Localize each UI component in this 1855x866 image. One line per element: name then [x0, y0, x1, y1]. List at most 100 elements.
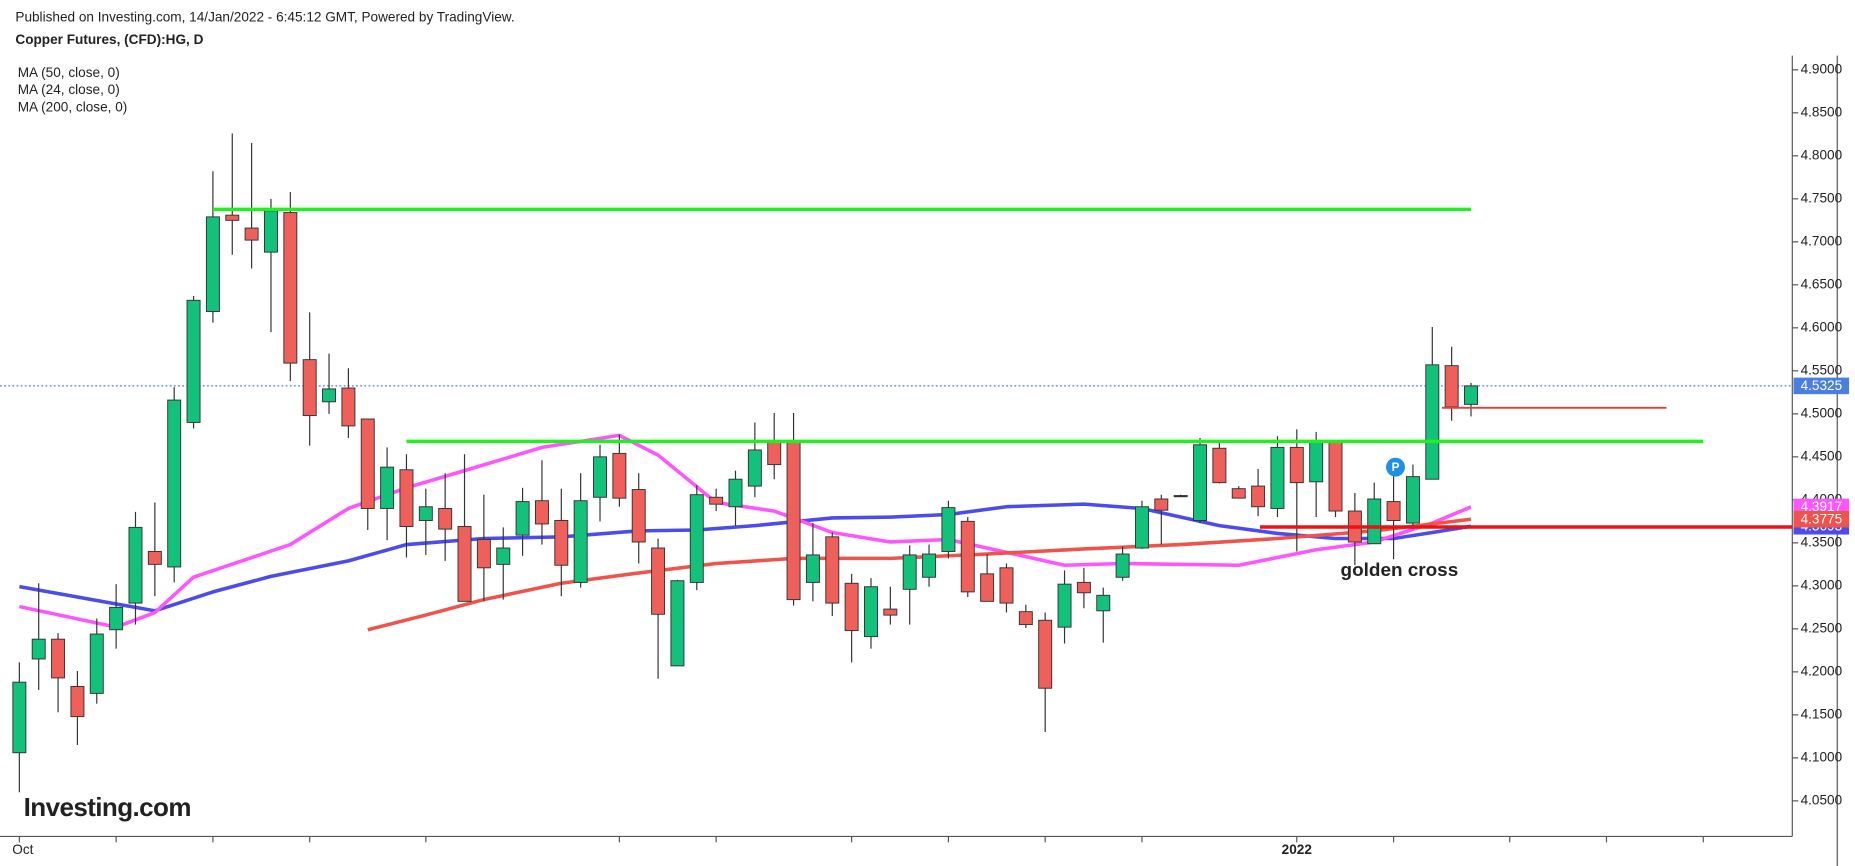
candle-body	[941, 507, 956, 552]
candle-body	[515, 501, 530, 536]
candle-body	[186, 299, 201, 423]
candle-body	[651, 547, 666, 615]
candle-body	[1405, 476, 1420, 524]
candle-body	[883, 608, 898, 616]
candle-body	[747, 449, 762, 487]
price-tag-label: 4.3917	[1801, 499, 1843, 514]
candle-body	[70, 686, 85, 718]
candle-body	[1464, 385, 1478, 405]
candle-body	[844, 582, 859, 632]
candle-body	[980, 573, 995, 602]
legend-entry: MA (50, close, 0)	[18, 65, 120, 80]
x-tick-label: 2022	[1282, 842, 1313, 857]
y-tick-label: 4.3500	[1801, 534, 1843, 549]
candle-body	[167, 399, 182, 568]
y-tick-label: 4.5000	[1801, 405, 1843, 420]
candle-body	[496, 547, 511, 565]
candle-body	[709, 496, 724, 505]
candle-body	[205, 216, 220, 312]
logo: Investing.com	[24, 792, 191, 822]
chart-title: Copper Futures, (CFD):HG, D	[15, 32, 203, 47]
candle-body	[283, 212, 298, 364]
candle-body	[1251, 485, 1266, 508]
candle-body	[89, 633, 104, 694]
candle-body	[902, 554, 917, 590]
candle-body	[631, 489, 646, 543]
candle-body	[1193, 444, 1208, 521]
x-tick-label: Oct	[12, 842, 33, 857]
y-tick-label: 4.7500	[1801, 190, 1843, 205]
candle-body	[263, 210, 278, 253]
candle-body	[1328, 441, 1343, 512]
candle-body	[670, 580, 685, 667]
candle-body	[1173, 495, 1188, 498]
legend-entry: MA (200, close, 0)	[18, 99, 128, 114]
price-tag-label: 4.5325	[1801, 378, 1843, 393]
candle-body	[1115, 553, 1130, 578]
y-tick-label: 4.0500	[1801, 792, 1843, 807]
candle-body	[380, 466, 395, 509]
annotation: P	[1392, 460, 1400, 474]
candle-body	[225, 214, 240, 221]
y-tick-label: 4.8000	[1801, 147, 1843, 162]
ma-line	[367, 517, 1472, 632]
candle-body	[51, 638, 66, 679]
candle-body	[457, 526, 472, 602]
candle-body	[1309, 440, 1324, 483]
candle-body	[399, 469, 414, 527]
candle-body	[999, 567, 1014, 604]
y-tick-label: 4.5500	[1801, 362, 1843, 377]
candle-body	[128, 526, 143, 604]
candle-body	[1425, 364, 1440, 480]
annotation-marker	[1386, 457, 1405, 477]
candle-body	[1444, 365, 1459, 408]
candle-body	[593, 456, 607, 498]
candle-body	[12, 681, 27, 754]
candle-body	[341, 387, 356, 427]
y-tick-label: 4.6500	[1801, 276, 1843, 291]
candle-body	[476, 538, 491, 569]
price-tag	[1793, 377, 1850, 395]
ma-line	[19, 433, 1472, 629]
candle-body	[825, 536, 840, 604]
candle-body	[1367, 498, 1382, 545]
candle-body	[1231, 488, 1246, 499]
price-tag	[1793, 510, 1850, 528]
y-tick-label: 4.4500	[1801, 448, 1843, 463]
candle-body	[360, 418, 375, 509]
candle-body	[438, 507, 453, 530]
candle-body	[1057, 583, 1072, 628]
y-tick-label: 4.1000	[1801, 749, 1843, 764]
candle-body	[786, 440, 801, 601]
candle-body	[1096, 594, 1111, 612]
candle-body	[244, 227, 259, 241]
candle-body	[109, 606, 124, 631]
candle-body	[612, 452, 627, 499]
candle-body	[418, 506, 433, 521]
candle-body	[1018, 611, 1033, 626]
chart-subtitle: Published on Investing.com, 14/Jan/2022 …	[15, 9, 514, 24]
candle-body	[534, 500, 549, 525]
y-tick-label: 4.3000	[1801, 577, 1843, 592]
candle-body	[1386, 501, 1401, 521]
y-tick-label: 4.2000	[1801, 663, 1843, 678]
candle-body	[573, 500, 588, 583]
legend-entry: MA (24, close, 0)	[18, 82, 120, 97]
candle-body	[302, 359, 317, 417]
candle-body	[1270, 446, 1285, 509]
candle-body	[805, 554, 820, 583]
candle-body	[322, 388, 337, 403]
y-tick-label: 4.1500	[1801, 706, 1843, 721]
candle-body	[728, 478, 743, 508]
candle-body	[1289, 446, 1304, 484]
candle-body	[554, 520, 569, 566]
candle-body	[1038, 619, 1053, 689]
candle-body	[147, 550, 162, 565]
y-tick-label: 4.2500	[1801, 620, 1843, 635]
candle-body	[1076, 581, 1091, 594]
candle-body	[922, 553, 937, 578]
candle-body	[960, 520, 975, 593]
candle-body	[1154, 498, 1169, 511]
